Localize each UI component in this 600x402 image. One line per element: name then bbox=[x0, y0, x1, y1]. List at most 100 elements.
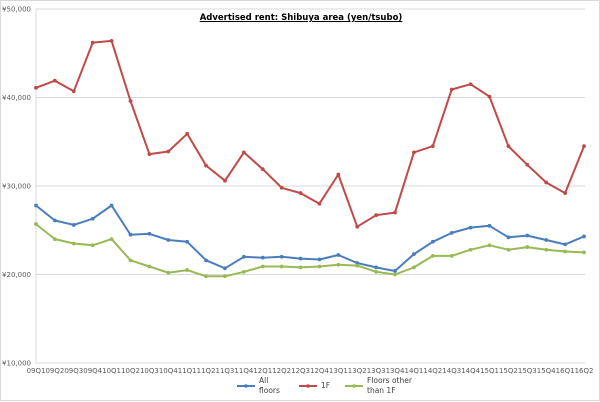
data-point bbox=[279, 264, 284, 269]
x-tick-label: 11Q3 bbox=[216, 367, 235, 375]
data-point bbox=[355, 261, 360, 265]
data-point bbox=[506, 247, 511, 252]
data-point bbox=[52, 237, 57, 242]
x-tick-label: 09Q4 bbox=[83, 367, 102, 375]
data-point bbox=[166, 270, 171, 275]
legend-label: than 1F bbox=[367, 386, 396, 395]
x-tick-label: 13Q2 bbox=[348, 367, 367, 375]
data-point bbox=[109, 237, 114, 242]
data-point bbox=[317, 201, 322, 206]
data-point bbox=[506, 235, 511, 240]
data-point bbox=[34, 203, 38, 208]
data-point bbox=[430, 144, 435, 149]
data-point bbox=[90, 243, 95, 248]
data-point bbox=[336, 172, 341, 177]
series-line bbox=[34, 38, 586, 229]
data-point bbox=[487, 243, 492, 248]
data-point bbox=[317, 264, 322, 269]
x-tick-label: 12Q2 bbox=[272, 367, 291, 375]
data-point bbox=[147, 152, 152, 157]
data-point bbox=[241, 269, 246, 274]
data-point bbox=[393, 272, 397, 277]
data-point bbox=[90, 216, 95, 221]
legend-label: 1F bbox=[321, 381, 331, 390]
data-point bbox=[563, 191, 568, 195]
x-tick-label: 14Q1 bbox=[404, 367, 423, 375]
data-point bbox=[525, 245, 530, 249]
x-tick-label: 11Q4 bbox=[234, 367, 253, 375]
data-point bbox=[355, 263, 360, 268]
data-point bbox=[449, 231, 454, 235]
data-point bbox=[223, 266, 227, 271]
data-point bbox=[336, 253, 341, 257]
data-point bbox=[90, 40, 95, 45]
data-point bbox=[71, 223, 76, 227]
data-point bbox=[147, 231, 152, 236]
data-point bbox=[298, 256, 303, 261]
x-tick-label: 15Q4 bbox=[537, 367, 556, 375]
data-point bbox=[449, 254, 454, 258]
x-tick-label: 14Q3 bbox=[442, 367, 461, 375]
data-point bbox=[336, 262, 341, 267]
legend: All floors 1F Floors other than 1F bbox=[237, 376, 427, 396]
x-tick-label: 10Q3 bbox=[140, 367, 159, 375]
data-point bbox=[374, 265, 379, 270]
data-point bbox=[412, 265, 416, 270]
data-point bbox=[185, 131, 190, 136]
y-tick-label: ¥30,000 bbox=[2, 183, 31, 191]
data-point bbox=[128, 99, 133, 103]
x-tick-label: 13Q3 bbox=[367, 367, 386, 375]
x-tick-label: 11Q1 bbox=[178, 367, 197, 375]
x-tick-label: 14Q4 bbox=[461, 367, 480, 375]
data-point bbox=[109, 38, 114, 43]
x-tick-label: 09Q3 bbox=[64, 367, 83, 375]
data-point bbox=[298, 191, 303, 195]
data-point bbox=[279, 185, 284, 190]
x-tick-label: 10Q1 bbox=[102, 367, 121, 375]
data-point bbox=[52, 218, 57, 223]
legend-line-marker-icon bbox=[299, 384, 317, 388]
data-point bbox=[71, 89, 76, 94]
chart-title: Advertised rent: Shibuya area (yen/tsubo… bbox=[199, 13, 403, 23]
legend-item-floors-other-than-1f: Floors other than 1F bbox=[345, 376, 427, 396]
data-point bbox=[506, 144, 511, 149]
data-point bbox=[109, 203, 114, 208]
data-point bbox=[412, 252, 416, 257]
series-line bbox=[34, 222, 586, 279]
data-point bbox=[412, 150, 416, 155]
y-tick-label: ¥40,000 bbox=[2, 94, 31, 102]
legend-line-marker-icon bbox=[345, 384, 363, 388]
data-point bbox=[166, 149, 171, 154]
x-tick-label: 16Q2 bbox=[575, 367, 594, 375]
data-point bbox=[204, 258, 208, 263]
data-point bbox=[468, 82, 473, 87]
data-point bbox=[563, 242, 568, 247]
data-point bbox=[393, 210, 397, 215]
gridlines bbox=[35, 8, 585, 364]
data-point bbox=[430, 239, 435, 244]
x-tick-label: 16Q1 bbox=[556, 367, 575, 375]
x-tick-label: 10Q4 bbox=[159, 367, 178, 375]
data-point bbox=[298, 265, 303, 270]
data-point bbox=[241, 150, 246, 155]
x-tick-label: 12Q1 bbox=[253, 367, 272, 375]
x-tick-label: 15Q3 bbox=[518, 367, 537, 375]
data-point bbox=[582, 234, 586, 239]
data-point bbox=[71, 241, 76, 246]
data-point bbox=[525, 233, 530, 238]
data-point bbox=[582, 144, 586, 149]
data-point bbox=[393, 269, 397, 273]
data-point bbox=[317, 257, 322, 262]
data-point bbox=[544, 180, 549, 185]
data-point bbox=[34, 85, 38, 90]
data-point bbox=[204, 163, 208, 168]
legend-item-all-floors: All floors bbox=[237, 376, 289, 396]
data-point bbox=[166, 238, 171, 242]
x-tick-label: 15Q2 bbox=[499, 367, 518, 375]
x-tick-label: 13Q1 bbox=[329, 367, 348, 375]
data-point bbox=[147, 264, 152, 269]
data-point bbox=[374, 213, 379, 218]
data-point bbox=[204, 274, 208, 279]
data-point bbox=[34, 222, 38, 226]
